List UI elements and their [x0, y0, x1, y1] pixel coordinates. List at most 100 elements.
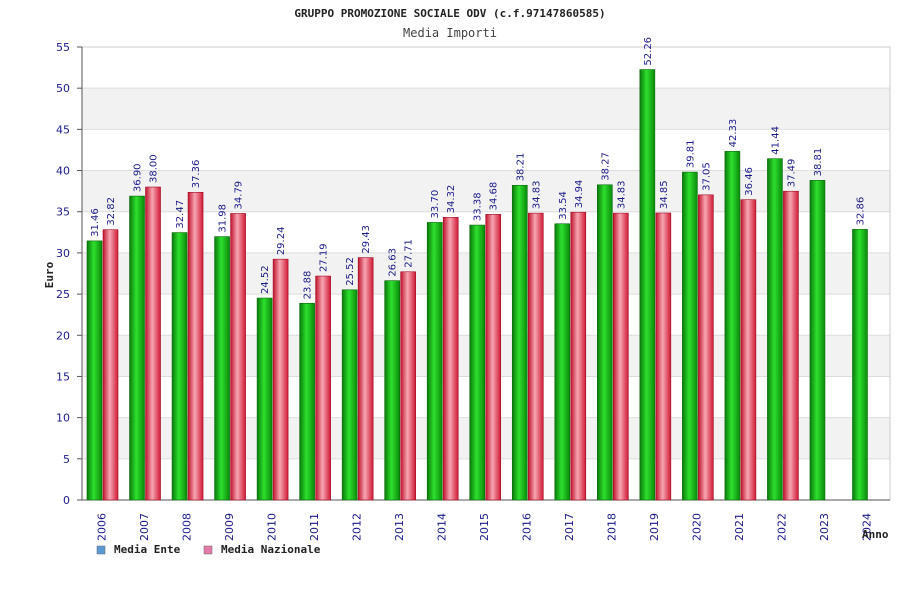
data-label: 33.54 [558, 191, 569, 220]
grid-band [82, 129, 890, 171]
x-tick-label: 2008 [180, 513, 193, 541]
data-label: 32.86 [855, 197, 866, 226]
bar-media-nazionale-2014 [442, 217, 459, 501]
data-label: 29.24 [276, 227, 287, 256]
bar-media-nazionale-2022 [783, 190, 799, 501]
data-label: 38.27 [600, 152, 611, 181]
bar-media-ente-2006 [86, 240, 103, 501]
data-label: 23.88 [303, 271, 314, 300]
chart-subtitle: Media Importi [403, 26, 497, 40]
x-tick-label: 2017 [563, 513, 576, 541]
data-label: 38.81 [813, 148, 824, 177]
bar-media-ente-2010 [256, 297, 273, 501]
y-tick-label: 0 [63, 494, 70, 507]
data-label: 39.81 [685, 139, 696, 168]
data-label: 34.79 [234, 181, 245, 210]
x-tick-label: 2018 [606, 513, 619, 541]
x-tick-label: 2016 [521, 513, 534, 541]
x-tick-label: 2019 [648, 513, 661, 541]
data-labels: 31.46 32.82 36.90 38.00 32.47 37.36 31.98 34.79… [90, 37, 866, 299]
x-tick-label: 2014 [435, 513, 448, 541]
data-label: 36.46 [744, 167, 755, 196]
bar-media-nazionale-2018 [613, 212, 629, 501]
data-label: 34.83 [616, 180, 627, 209]
data-label: 38.00 [149, 154, 160, 183]
data-label: 31.46 [90, 208, 101, 237]
data-label: 34.85 [659, 180, 670, 209]
bar-media-nazionale-2008 [187, 191, 204, 501]
x-tick-label: 2023 [818, 513, 831, 541]
x-tick-label: 2024 [861, 513, 874, 541]
bar-media-ente-2014 [426, 222, 443, 501]
data-label: 37.36 [191, 160, 202, 189]
data-label: 32.47 [175, 200, 186, 229]
x-tick-label: 2013 [393, 513, 406, 541]
x-tick-label: 2022 [776, 513, 789, 541]
bar-media-ente-2021 [724, 151, 741, 501]
y-tick-label: 45 [56, 123, 70, 136]
bar-media-ente-2013 [384, 280, 400, 501]
bar-media-ente-2020 [682, 171, 698, 501]
bar-media-nazionale-2010 [272, 258, 289, 501]
bar-media-ente-2011 [299, 303, 315, 501]
bar-media-nazionale-2019 [655, 212, 672, 501]
bar-media-nazionale-2013 [400, 271, 416, 501]
x-tick-label: 2012 [350, 513, 363, 541]
legend-swatch [96, 545, 106, 555]
bar-media-nazionale-2012 [357, 257, 374, 501]
data-label: 34.68 [489, 182, 500, 211]
y-tick-label: 50 [56, 82, 70, 95]
data-label: 29.43 [361, 225, 372, 254]
bar-media-nazionale-2006 [102, 229, 119, 501]
y-tick-label: 35 [56, 206, 70, 219]
y-tick-label: 55 [56, 41, 70, 54]
data-label: 36.90 [133, 163, 144, 192]
grid-band [82, 88, 890, 130]
bar-media-nazionale-2017 [570, 211, 587, 501]
bar-media-ente-2016 [511, 184, 528, 501]
x-tick-label: 2009 [223, 513, 236, 541]
bar-media-nazionale-2015 [485, 214, 502, 501]
x-tick-label: 2011 [308, 513, 321, 541]
bar-media-ente-2023 [809, 180, 826, 501]
x-tick-label: 2006 [95, 513, 108, 541]
bars [86, 69, 868, 501]
bar-media-nazionale-2021 [740, 199, 757, 501]
legend: Media Ente Media Nazionale [96, 543, 321, 556]
data-label: 34.32 [446, 185, 457, 214]
y-tick-label: 20 [56, 329, 70, 342]
data-label: 37.05 [701, 162, 712, 191]
data-label: 34.83 [531, 180, 542, 209]
bar-media-ente-2019 [639, 69, 656, 501]
bar-media-nazionale-2011 [315, 275, 331, 501]
x-tick-label: 2021 [733, 513, 746, 541]
x-tick-label: 2007 [138, 513, 151, 541]
y-tick-label: 40 [56, 165, 70, 178]
y-axis-ticks: 0 5 10 15 20 25 30 35 40 45 50 55 [56, 41, 82, 507]
data-label: 33.70 [430, 190, 441, 219]
bar-media-nazionale-2009 [230, 213, 246, 501]
data-label: 42.33 [728, 119, 739, 148]
data-label: 38.21 [515, 153, 526, 182]
legend-label: Media Nazionale [221, 543, 321, 556]
bar-media-ente-2012 [341, 289, 358, 501]
bar-media-nazionale-2016 [527, 212, 544, 501]
data-label: 37.49 [786, 159, 797, 188]
bar-media-ente-2017 [554, 223, 571, 501]
bar-media-ente-2008 [171, 232, 188, 501]
bar-media-nazionale-2007 [145, 186, 161, 501]
y-tick-label: 10 [56, 412, 70, 425]
data-label: 41.44 [770, 126, 781, 155]
legend-label: Media Ente [114, 543, 181, 556]
data-label: 25.52 [345, 257, 356, 286]
bar-media-ente-2018 [597, 184, 613, 501]
bar-media-nazionale-2020 [698, 194, 714, 501]
y-axis-label: Euro [43, 261, 56, 288]
x-tick-label: 2020 [691, 513, 704, 541]
bar-media-ente-2015 [469, 224, 486, 501]
y-tick-label: 15 [56, 370, 70, 383]
data-label: 32.82 [106, 197, 117, 226]
y-tick-label: 30 [56, 247, 70, 260]
data-label: 27.19 [319, 243, 330, 272]
